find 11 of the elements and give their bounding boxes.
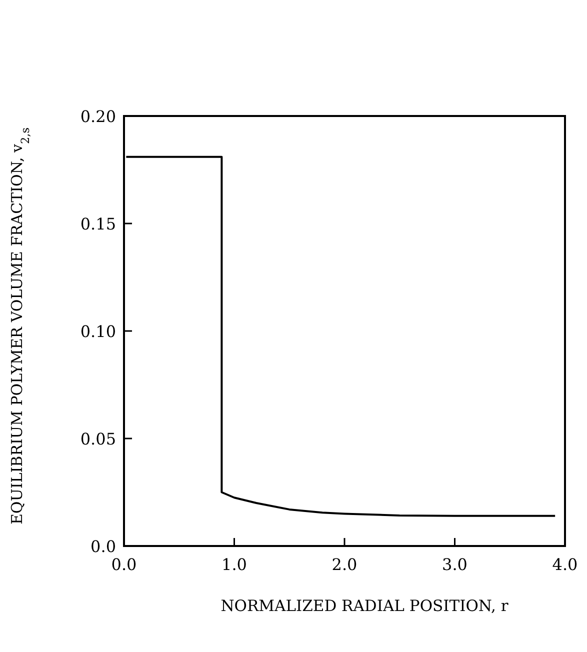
x-tick-label: 1.0: [222, 555, 247, 574]
y-tick-label: 0.10: [80, 322, 116, 341]
x-tick-label: 2.0: [332, 555, 358, 574]
y-tick-label: 0.0: [90, 537, 116, 556]
x-tick-label: 0.0: [111, 555, 137, 574]
y-tick-label: 0.05: [80, 430, 116, 448]
y-tick-label: 0.20: [80, 107, 116, 126]
x-tick-label: 3.0: [442, 555, 468, 574]
y-tick-label: 0.15: [80, 214, 116, 234]
x-tick-label: 4.0: [552, 555, 578, 574]
x-axis-title: NORMALIZED RADIAL POSITION, r: [220, 597, 509, 615]
